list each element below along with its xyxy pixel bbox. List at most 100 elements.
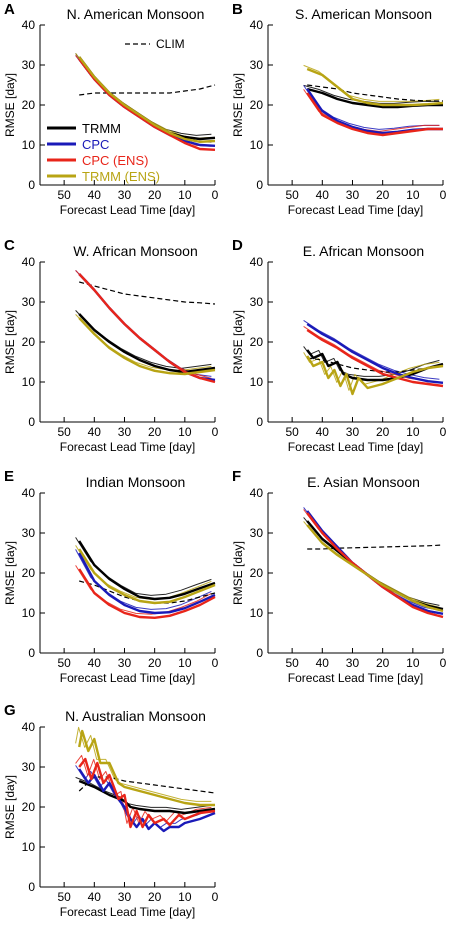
y-tick-label: 40 bbox=[22, 720, 36, 734]
y-tick-label: 30 bbox=[22, 295, 36, 309]
panel-letter: B bbox=[232, 1, 243, 18]
y-tick-label: 10 bbox=[22, 840, 36, 854]
x-tick-label: 20 bbox=[376, 188, 390, 202]
y-tick-label: 30 bbox=[22, 526, 36, 540]
y-tick-label: 30 bbox=[250, 526, 264, 540]
y-tick-label: 40 bbox=[250, 255, 264, 269]
y-tick-label: 10 bbox=[22, 375, 36, 389]
series-line-trmm-ens bbox=[306, 524, 444, 613]
x-tick-label: 50 bbox=[285, 425, 299, 439]
legend-label: TRMM bbox=[82, 121, 121, 136]
y-axis-label: RMSE [day] bbox=[231, 541, 245, 605]
series-line-cpc-ens bbox=[78, 58, 216, 151]
x-tick-label: 0 bbox=[440, 188, 447, 202]
x-axis-label: Forecast Lead Time [day] bbox=[60, 440, 195, 454]
series-line-cpc bbox=[306, 322, 444, 384]
series-line-clim bbox=[79, 84, 216, 96]
x-tick-label: 30 bbox=[118, 656, 132, 670]
y-tick-label: 40 bbox=[250, 18, 264, 32]
y-axis-label: RMSE [day] bbox=[3, 310, 17, 374]
y-tick-label: 20 bbox=[22, 98, 36, 112]
series-line-clim bbox=[307, 544, 444, 550]
series-line-cpc bbox=[78, 768, 216, 833]
series-companion-line bbox=[303, 517, 440, 606]
x-tick-label: 10 bbox=[178, 890, 192, 904]
x-axis-label: Forecast Lead Time [day] bbox=[60, 671, 195, 685]
x-tick-label: 30 bbox=[118, 425, 132, 439]
panel-e: E Indian Monsoon 0 10 20 30 40 50 40 30 20 10 0 Forec… bbox=[3, 468, 219, 685]
y-axis-label: RMSE [day] bbox=[3, 73, 17, 137]
series-line-trmm bbox=[306, 349, 444, 382]
y-tick-label: 0 bbox=[28, 880, 35, 894]
series-companion-line bbox=[75, 765, 212, 828]
x-tick-label: 10 bbox=[178, 188, 192, 202]
series-line-cpc bbox=[78, 552, 216, 615]
series-line-trmm-ens bbox=[306, 67, 444, 107]
panel-letter: D bbox=[232, 237, 243, 254]
x-tick-label: 20 bbox=[148, 188, 162, 202]
y-tick-label: 20 bbox=[22, 335, 36, 349]
chart-title: E. Asian Monsoon bbox=[307, 474, 420, 490]
y-axis-label: RMSE [day] bbox=[231, 73, 245, 137]
panel-letter: A bbox=[4, 1, 15, 18]
x-tick-label: 10 bbox=[406, 656, 420, 670]
x-tick-label: 40 bbox=[88, 656, 102, 670]
panel-g: G N. Australian Monsoon 0 10 20 30 40 50 40 30 20 1… bbox=[3, 702, 219, 919]
panel-letter: G bbox=[4, 702, 16, 719]
x-tick-label: 40 bbox=[88, 425, 102, 439]
series-line-trmm-ens bbox=[78, 729, 215, 807]
series-line-trmm-ens bbox=[78, 548, 216, 605]
y-tick-label: 40 bbox=[22, 255, 36, 269]
y-tick-label: 0 bbox=[256, 646, 263, 660]
y-tick-label: 10 bbox=[22, 606, 36, 620]
x-axis-label: Forecast Lead Time [day] bbox=[288, 671, 423, 685]
x-tick-label: 30 bbox=[346, 425, 360, 439]
series-line-cpc bbox=[306, 510, 444, 615]
x-tick-label: 50 bbox=[57, 425, 71, 439]
chart-title: E. African Monsoon bbox=[303, 243, 424, 259]
series-companion-line bbox=[303, 319, 440, 380]
series-line-clim bbox=[79, 281, 216, 305]
x-tick-label: 0 bbox=[440, 425, 447, 439]
series-line-clim bbox=[307, 84, 443, 102]
series-line-trmm bbox=[78, 313, 216, 374]
x-tick-label: 20 bbox=[376, 425, 390, 439]
chart-title: W. African Monsoon bbox=[73, 243, 198, 259]
x-axis-label: Forecast Lead Time [day] bbox=[60, 203, 195, 217]
y-axis-label: RMSE [day] bbox=[3, 775, 17, 839]
y-tick-label: 0 bbox=[256, 415, 263, 429]
series-line-cpc-ens bbox=[78, 568, 216, 619]
series-line-cpc-ens bbox=[78, 757, 216, 829]
x-tick-label: 50 bbox=[285, 656, 299, 670]
y-tick-label: 20 bbox=[250, 566, 264, 580]
y-axis-label: RMSE [day] bbox=[3, 541, 17, 605]
x-tick-label: 40 bbox=[88, 890, 102, 904]
x-axis-label: Forecast Lead Time [day] bbox=[60, 905, 195, 919]
x-tick-label: 20 bbox=[148, 890, 162, 904]
panel-d: D E. African Monsoon 0 10 20 30 40 50 40 30 20 10 0 F… bbox=[231, 237, 447, 454]
y-tick-label: 30 bbox=[250, 295, 264, 309]
x-tick-label: 40 bbox=[316, 425, 330, 439]
x-tick-label: 10 bbox=[406, 188, 420, 202]
panel-letter: E bbox=[4, 468, 14, 485]
x-tick-label: 0 bbox=[212, 890, 219, 904]
x-tick-label: 30 bbox=[346, 188, 360, 202]
series-line-trmm-ens bbox=[78, 56, 216, 144]
x-tick-label: 50 bbox=[285, 188, 299, 202]
panel-letter: F bbox=[232, 468, 241, 485]
legend-label: TRMM (ENS) bbox=[82, 169, 160, 184]
x-tick-label: 50 bbox=[57, 656, 71, 670]
chart-title: Indian Monsoon bbox=[86, 474, 186, 490]
y-tick-label: 0 bbox=[256, 178, 263, 192]
x-tick-label: 20 bbox=[376, 656, 390, 670]
y-tick-label: 0 bbox=[28, 415, 35, 429]
x-tick-label: 0 bbox=[212, 188, 219, 202]
y-tick-label: 30 bbox=[250, 58, 264, 72]
panel-a: A N. American Monsoon 0 10 20 30 40 50 40 30 20 10 0… bbox=[3, 1, 219, 217]
x-tick-label: 0 bbox=[212, 425, 219, 439]
x-tick-label: 10 bbox=[406, 425, 420, 439]
series-line-trmm-ens bbox=[306, 355, 444, 396]
y-tick-label: 0 bbox=[28, 178, 35, 192]
panel-b: B S. American Monsoon 0 10 20 30 40 50 40 30 20 10 0… bbox=[231, 1, 447, 217]
